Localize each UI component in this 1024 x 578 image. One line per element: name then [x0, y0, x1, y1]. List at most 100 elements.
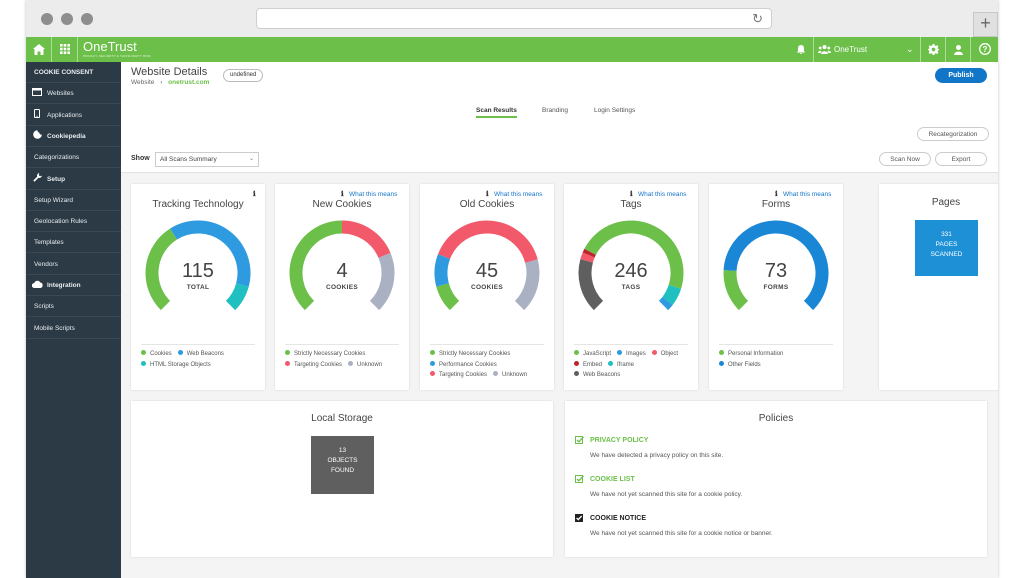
legend-item[interactable]: JavaScript — [574, 349, 611, 360]
sidebar-item-integration[interactable]: Integration — [26, 275, 121, 296]
home-icon[interactable] — [26, 37, 51, 62]
gauge-segment-targeting-cookies[interactable] — [341, 220, 391, 259]
address-bar[interactable]: ↻ — [256, 8, 772, 29]
objects-found-box[interactable]: 13 OBJECTS FOUND — [311, 436, 374, 494]
legend-item[interactable]: Cookies — [141, 349, 172, 360]
sidebar-item-vendors[interactable]: Vendors — [26, 254, 121, 275]
policy-title-cookie-notice[interactable]: COOKIE NOTICE — [590, 515, 647, 522]
publish-button[interactable]: Publish — [935, 68, 987, 83]
breadcrumb-root[interactable]: Website — [131, 79, 155, 86]
new-tab-button[interactable]: + — [973, 12, 998, 37]
what-this-means-link[interactable]: What this means — [783, 191, 832, 198]
info-icon[interactable]: ℹ — [775, 191, 778, 198]
export-button[interactable]: Export — [935, 152, 987, 166]
gauge-segment-targeting-cookies[interactable] — [437, 220, 538, 264]
pages-card: Pages ℹ 331 PAGES SCANNED — [879, 184, 998, 390]
chart-legend: Strictly Necessary Cookies Performance Co… — [430, 344, 544, 381]
legend-swatch — [141, 350, 146, 355]
gauge-segment-web-beacons[interactable] — [170, 220, 251, 287]
gauge-segment-strictly-necessary-cookies[interactable] — [289, 220, 343, 311]
sidebar-item-scripts[interactable]: Scripts — [26, 296, 121, 318]
sidebar-item-templates[interactable]: Templates — [26, 232, 121, 254]
gauge-segment-strictly-necessary-cookies[interactable] — [436, 282, 460, 311]
legend-label: Iframe — [617, 361, 635, 368]
gauge-segment-images[interactable] — [658, 296, 673, 311]
gauge-segment-performance-cookies[interactable] — [434, 254, 451, 287]
what-this-means-link[interactable]: What this means — [494, 191, 543, 198]
legend-item[interactable]: Personal Information — [719, 349, 783, 360]
legend-item[interactable]: Strictly Necessary Cookies — [430, 349, 510, 360]
sidebar-item-applications[interactable]: Applications — [26, 105, 121, 126]
gauge-segment-unknown[interactable] — [514, 259, 540, 311]
close-window-dot[interactable] — [41, 13, 53, 25]
legend-label: Images — [626, 351, 646, 357]
maximize-window-dot[interactable] — [81, 13, 93, 25]
main-content: Website Details undefined Website › onet… — [121, 62, 998, 578]
apps-grid-icon[interactable] — [52, 37, 77, 62]
gauge-segment-javascript[interactable] — [584, 220, 684, 289]
reload-icon[interactable]: ↻ — [752, 11, 763, 26]
sidebar-item-setup[interactable]: Setup — [26, 169, 121, 190]
sidebar-item-websites[interactable]: Websites — [26, 83, 121, 105]
help-icon[interactable]: ? — [971, 37, 998, 62]
chevron-down-icon[interactable]: ⌄ — [906, 44, 914, 54]
sidebar-item-setup-wizard[interactable]: Setup Wizard — [26, 190, 121, 211]
tab-scan-results[interactable]: Scan Results — [476, 107, 517, 118]
tab-branding[interactable]: Branding — [542, 107, 569, 114]
legend-item[interactable]: Web Beacons — [177, 349, 224, 360]
onetrust-logo[interactable]: OneTrust — [83, 39, 137, 54]
gauge-segment-web-beacons[interactable] — [578, 259, 604, 311]
minimize-window-dot[interactable] — [61, 13, 73, 25]
gauge-segment-unknown[interactable] — [369, 252, 395, 311]
legend-item[interactable]: Targeting Cookies — [430, 370, 487, 381]
notification-bell-icon[interactable] — [791, 37, 811, 62]
sidebar-item-mobile-scripts[interactable]: Mobile Scripts — [26, 318, 121, 339]
sidebar-item-cookie-consent[interactable]: COOKIE CONSENT — [26, 62, 121, 83]
policy-title-privacy-policy[interactable]: PRIVACY POLICY — [590, 437, 649, 444]
what-this-means-link[interactable]: What this means — [349, 191, 398, 198]
legend-item[interactable]: Images — [617, 349, 646, 360]
gauge-segment-embed[interactable] — [582, 248, 596, 258]
gauge-segment-cookies[interactable] — [145, 228, 178, 311]
legend-label: HTML Storage Objects — [150, 361, 211, 368]
legend-item[interactable]: Other Fields — [719, 360, 761, 371]
info-icon[interactable]: ℹ — [341, 191, 344, 198]
legend-item[interactable]: Performance Cookies — [430, 360, 497, 371]
info-icon[interactable]: ℹ — [253, 191, 256, 198]
recategorization-button[interactable]: Recategorization — [917, 127, 989, 141]
gauge-segment-personal-information[interactable] — [723, 270, 749, 311]
sidebar-item-categorizations[interactable]: Categorizations — [26, 147, 121, 169]
objects-count: 13 — [338, 447, 347, 454]
what-this-means-link[interactable]: What this means — [638, 191, 687, 198]
pages-scanned-box[interactable]: 331 PAGES SCANNED — [915, 220, 978, 276]
gear-icon[interactable] — [921, 37, 945, 62]
breadcrumb-site[interactable]: onetrust.com — [168, 79, 210, 86]
scan-filter-select[interactable]: All Scans Summary ⌄ — [155, 152, 259, 167]
gauge-segment-html-storage-objects[interactable] — [225, 283, 249, 311]
legend-item[interactable]: Iframe — [608, 360, 634, 371]
legend-item[interactable]: Unknown — [348, 360, 382, 371]
policy-title-cookie-list[interactable]: COOKIE LIST — [590, 476, 635, 483]
gauge-segment-object[interactable] — [580, 252, 595, 263]
sidebar-item-cookiepedia[interactable]: Cookiepedia — [26, 126, 121, 147]
sidebar: COOKIE CONSENT Websites Applications Cookie… — [26, 62, 121, 578]
legend-item[interactable]: Embed — [574, 360, 602, 371]
legend-item[interactable]: Object — [651, 349, 678, 360]
legend-item[interactable]: Targeting Cookies — [285, 360, 342, 371]
info-icon[interactable]: ℹ — [630, 191, 633, 198]
organization-name[interactable]: OneTrust — [834, 45, 868, 54]
sidebar-item-geolocation-rules[interactable]: Geolocation Rules — [26, 211, 121, 233]
info-icon[interactable]: ℹ — [486, 191, 489, 198]
legend-item[interactable]: Unknown — [493, 370, 527, 381]
legend-item[interactable]: Web Beacons — [574, 370, 620, 381]
tab-login-settings[interactable]: Login Settings — [594, 107, 636, 114]
user-icon[interactable] — [946, 37, 970, 62]
scan-now-button[interactable]: Scan Now — [879, 152, 931, 166]
legend-item[interactable]: HTML Storage Objects — [141, 360, 211, 371]
gauge-segment-other-fields[interactable] — [723, 220, 829, 311]
gauge-segment-iframe[interactable] — [662, 284, 682, 305]
top-navigation-bar: OneTrust PRIVACY, SECURITY & THIRD-PARTY… — [26, 37, 998, 62]
page-header: Website Details undefined Website › onet… — [121, 62, 998, 125]
legend-item[interactable]: Strictly Necessary Cookies — [285, 349, 365, 360]
page-title: Website Details — [131, 66, 208, 78]
